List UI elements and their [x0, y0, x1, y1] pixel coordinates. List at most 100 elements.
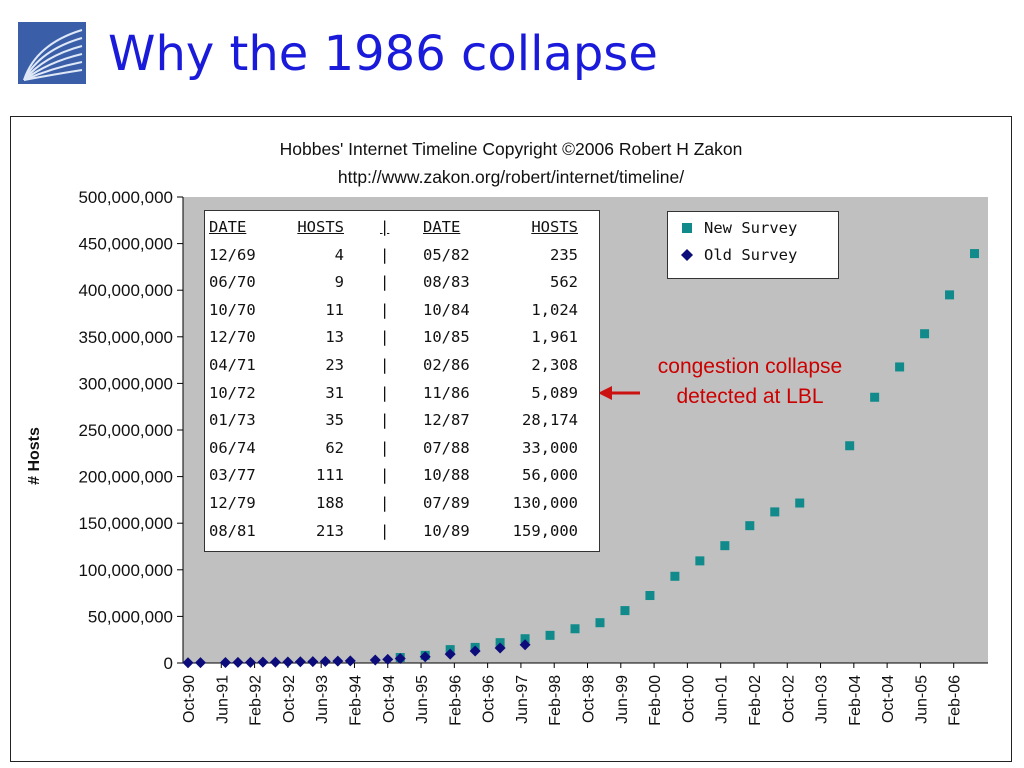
chart-title: Hobbes' Internet Timeline Copyright ©200… — [280, 139, 743, 159]
legend: New Survey Old Survey — [667, 211, 839, 279]
old-survey-point — [232, 656, 244, 668]
hosts-cell: 31 — [325, 383, 344, 402]
table-header-cell: DATE — [209, 218, 247, 236]
legend-label-old-survey: Old Survey — [704, 246, 798, 264]
hosts-cell: 111 — [316, 466, 344, 485]
x-tick-label: Feb-02 — [747, 675, 764, 726]
column-separator: | — [380, 245, 390, 264]
old-survey-point — [294, 656, 306, 668]
date-cell: 04/71 — [209, 356, 256, 374]
old-survey-point — [332, 655, 344, 667]
old-survey-point — [307, 656, 319, 668]
y-tick-label: 400,000,000 — [78, 281, 173, 300]
y-tick-label: 100,000,000 — [78, 561, 173, 580]
column-separator: | — [380, 521, 390, 540]
table-row: 10/70 11 10/84 1,024 | — [205, 297, 599, 325]
column-separator: | — [380, 328, 390, 347]
hosts-cell: 562 — [550, 273, 578, 292]
date-cell: 02/86 — [423, 356, 470, 374]
new-survey-point — [770, 507, 780, 517]
annotation-line-1: congestion collapse — [657, 355, 843, 378]
x-tick-label: Oct-96 — [481, 675, 498, 723]
date-cell: 07/88 — [423, 438, 470, 457]
x-tick-label: Jun-03 — [814, 675, 831, 724]
x-tick-label: Oct-98 — [581, 675, 598, 723]
hosts-cell: 213 — [316, 521, 344, 540]
x-tick-label: Feb-06 — [947, 675, 964, 726]
hosts-cell: 9 — [334, 273, 344, 292]
table-header-cell: HOSTS — [531, 218, 578, 236]
date-cell: 07/89 — [423, 494, 470, 512]
x-tick-label: Feb-04 — [847, 675, 864, 726]
old-survey-point — [419, 651, 431, 663]
new-survey-point — [795, 498, 805, 508]
company-logo — [18, 22, 86, 84]
table-row: 12/69 4 05/82 235 | — [205, 242, 599, 270]
x-tick-label: Oct-04 — [880, 675, 897, 723]
new-survey-point — [845, 441, 855, 451]
y-tick-label: 500,000,000 — [78, 188, 173, 207]
x-tick-label: Feb-00 — [647, 675, 664, 726]
x-tick-label: Jun-97 — [514, 675, 531, 724]
hosts-cell: 4 — [334, 245, 344, 264]
hosts-cell: 56,000 — [522, 466, 578, 485]
old-survey-point — [519, 639, 531, 651]
hosts-cell: 28,174 — [522, 411, 578, 430]
new-survey-point — [895, 362, 905, 372]
y-tick-label: 0 — [164, 654, 173, 673]
date-cell: 12/69 — [209, 245, 256, 264]
slide-title: Why the 1986 collapse — [108, 26, 658, 82]
y-axis-label: # Hosts — [26, 427, 43, 485]
x-tick-label: Oct-00 — [680, 675, 697, 723]
new-survey-point — [745, 521, 755, 531]
old-survey-point — [269, 656, 281, 668]
date-cell: 10/72 — [209, 383, 256, 402]
date-cell: 10/88 — [423, 466, 470, 485]
y-tick-label: 200,000,000 — [78, 468, 173, 487]
column-separator: | — [380, 218, 390, 236]
table-header-row: DATE HOSTS DATE HOSTS | — [205, 214, 599, 242]
diamond-marker-icon — [681, 249, 693, 261]
hosts-cell: 1,961 — [531, 328, 578, 347]
table-row: 10/72 31 11/86 5,089 | — [205, 380, 599, 408]
hosts-cell: 235 — [550, 245, 578, 264]
date-cell: 01/73 — [209, 411, 256, 430]
column-separator: | — [380, 383, 390, 402]
new-survey-point — [970, 249, 980, 259]
column-separator: | — [380, 494, 390, 512]
date-cell: 06/74 — [209, 438, 256, 457]
old-survey-point — [369, 654, 381, 666]
old-survey-point — [257, 656, 269, 668]
table-row: 06/74 62 07/88 33,000 | — [205, 435, 599, 463]
date-cell: 11/86 — [423, 383, 470, 402]
new-survey-point — [520, 634, 530, 644]
old-survey-point — [394, 652, 406, 664]
y-tick-label: 300,000,000 — [78, 374, 173, 393]
series-old-survey — [182, 639, 531, 669]
old-survey-point — [494, 642, 506, 654]
date-cell: 10/89 — [423, 521, 470, 540]
old-survey-point — [282, 656, 294, 668]
old-survey-point — [244, 656, 256, 668]
table-row: 01/73 35 12/87 28,174 | — [205, 407, 599, 435]
column-separator: | — [380, 411, 390, 430]
table-row: 12/70 13 10/85 1,961 | — [205, 324, 599, 352]
legend-label-new-survey: New Survey — [704, 219, 798, 237]
new-survey-point — [720, 541, 730, 551]
legend-item-new-survey: New Survey — [668, 215, 838, 241]
new-survey-point — [595, 618, 605, 628]
x-tick-label: Feb-96 — [447, 675, 464, 726]
x-tick-label: Jun-95 — [414, 675, 431, 724]
new-survey-point — [920, 329, 930, 339]
column-separator: | — [380, 356, 390, 374]
y-tick-label: 250,000,000 — [78, 421, 173, 440]
new-survey-point — [545, 630, 555, 640]
hosts-cell: 188 — [316, 494, 344, 512]
annotation-arrowhead — [598, 386, 612, 400]
x-tick-label: Feb-94 — [347, 675, 364, 726]
x-tick-label: Oct-90 — [181, 675, 198, 723]
date-cell: 08/81 — [209, 521, 256, 540]
x-tick-label: Feb-98 — [547, 675, 564, 726]
new-survey-point — [870, 392, 880, 402]
date-cell: 05/82 — [423, 245, 470, 264]
